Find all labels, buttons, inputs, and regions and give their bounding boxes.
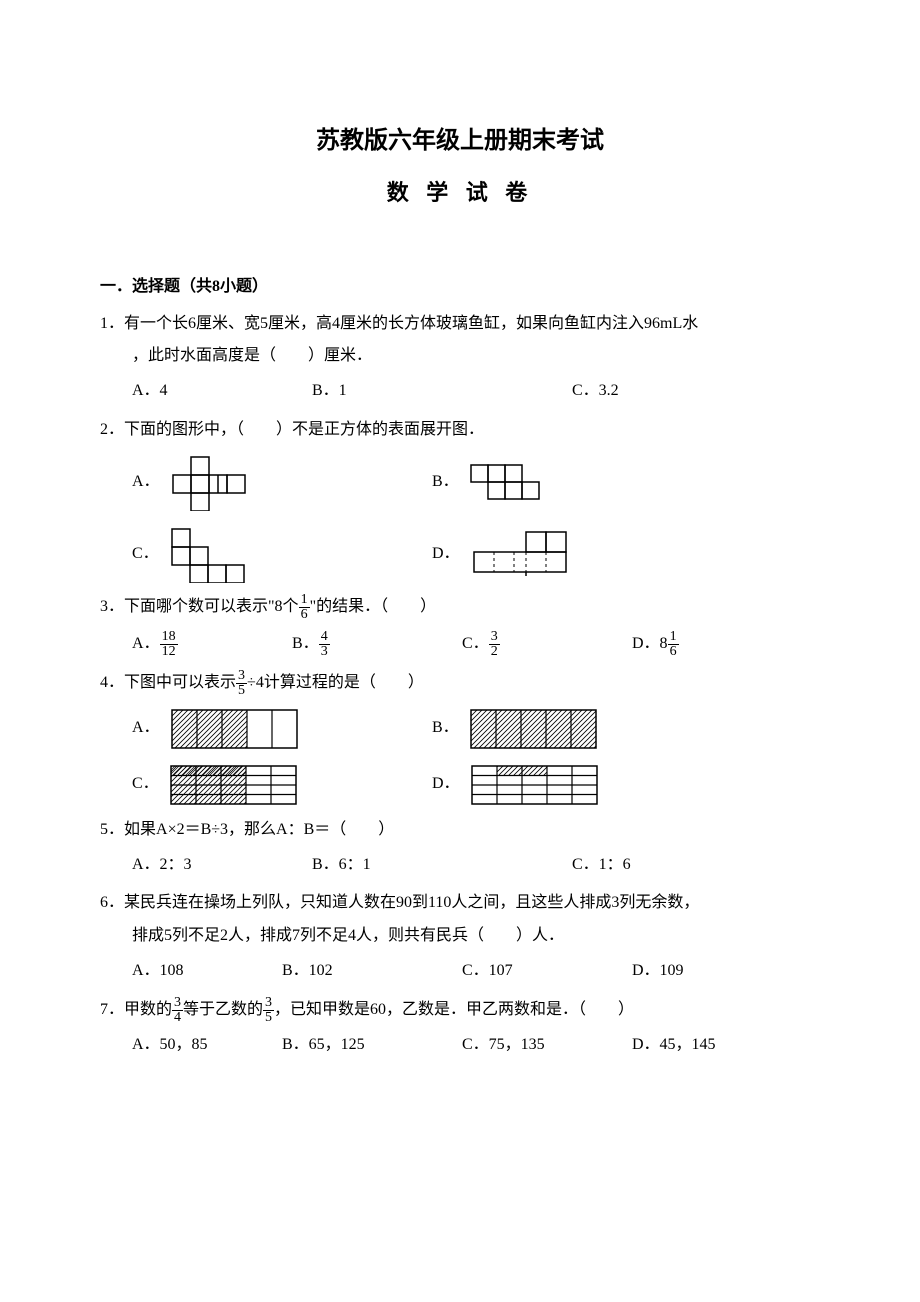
- question-6: 6． 某民兵连在操场上列队，只知道人数在90到110人之间，且这些人排成3列无余…: [100, 889, 820, 985]
- q4-opt-d-label: D．: [432, 770, 460, 799]
- question-5: 5． 如果A×2＝B÷3，那么A：B＝（ ） A．2：3 B．6：1 C．1：6: [100, 816, 820, 880]
- q4-num: 4．: [100, 669, 124, 698]
- q4-fig-d: [470, 764, 600, 806]
- q7-opt-c: C．75，135: [462, 1031, 632, 1060]
- q4-frac: 35: [236, 669, 247, 698]
- q5-opt-b: B．6：1: [312, 851, 572, 880]
- q7-mid: 等于乙数的: [183, 1001, 263, 1018]
- q3-c-label: C．: [462, 630, 489, 659]
- q4-fig-b: [469, 708, 599, 750]
- q5-text: 如果A×2＝B÷3，那么A：B＝（ ）: [124, 816, 820, 845]
- q1-opt-a: A．4: [132, 377, 312, 406]
- q6-num: 6．: [100, 889, 124, 918]
- q7-frac1: 34: [172, 996, 183, 1025]
- q1-text2: ，此时水面高度是（ ）厘米．: [100, 342, 820, 371]
- q1-opt-b: B．1: [312, 377, 572, 406]
- q2-fig-b: [469, 463, 541, 503]
- q6-opt-a: A．108: [132, 957, 282, 986]
- q3-frac: 16: [299, 593, 310, 622]
- q4-opt-c-label: C．: [132, 770, 159, 799]
- q7-post: ，已知甲数是60，乙数是．甲乙两数和是．（ ）: [274, 1001, 634, 1018]
- q3-frac-b: 43: [319, 630, 330, 659]
- q4-fig-a: [170, 708, 300, 750]
- q3-post: "的结果．（ ）: [310, 598, 437, 615]
- q3-num: 3．: [100, 593, 124, 622]
- q1-text1: 有一个长6厘米、宽5厘米，高4厘米的长方体玻璃鱼缸，如果向鱼缸内注入96mL水: [124, 310, 820, 339]
- section-header: 一．选择题（共8小题）: [100, 273, 820, 302]
- q3-frac-a: 1812: [160, 630, 178, 659]
- q1-num: 1．: [100, 310, 124, 339]
- q2-fig-a: [170, 455, 250, 511]
- q6-text1: 某民兵连在操场上列队，只知道人数在90到110人之间，且这些人排成3列无余数，: [124, 889, 820, 918]
- q6-text2: 排成5列不足2人，排成7列不足4人，则共有民兵（ ）人．: [100, 922, 820, 951]
- q6-opt-b: B．102: [282, 957, 462, 986]
- q3-text: 下面哪个数可以表示"8个16"的结果．（ ）: [124, 593, 436, 622]
- q2-text: 下面的图形中，（ ）不是正方体的表面展开图．: [124, 416, 820, 445]
- question-3: 3． 下面哪个数可以表示"8个16"的结果．（ ） A．1812 B．43 C．…: [100, 593, 820, 659]
- question-1: 1． 有一个长6厘米、宽5厘米，高4厘米的长方体玻璃鱼缸，如果向鱼缸内注入96m…: [100, 310, 820, 406]
- q7-pre: 甲数的: [124, 1001, 172, 1018]
- q2-fig-d: [470, 530, 570, 580]
- q4-post: ÷4计算过程的是（ ）: [247, 674, 424, 691]
- q7-opt-d: D．45，145: [632, 1031, 716, 1060]
- q2-opt-c-label: C．: [132, 540, 159, 569]
- q3-frac-c: 32: [489, 630, 500, 659]
- q5-num: 5．: [100, 816, 124, 845]
- q2-num: 2．: [100, 416, 124, 445]
- question-2: 2． 下面的图形中，（ ）不是正方体的表面展开图． A．: [100, 416, 820, 583]
- q3-a-label: A．: [132, 630, 160, 659]
- title-main: 苏教版六年级上册期末考试: [100, 120, 820, 163]
- q7-opt-a: A．50，85: [132, 1031, 282, 1060]
- title-sub: 数 学 试 卷: [100, 173, 820, 213]
- q4-text: 下图中可以表示35÷4计算过程的是（ ）: [124, 669, 424, 698]
- q3-d-label: D．8: [632, 630, 668, 659]
- q1-opt-c: C．3.2: [572, 377, 752, 406]
- q2-opt-b-label: B．: [432, 468, 459, 497]
- q5-opt-a: A．2：3: [132, 851, 312, 880]
- question-4: 4． 下图中可以表示35÷4计算过程的是（ ） A． B．: [100, 669, 820, 806]
- q2-opt-a-label: A．: [132, 468, 160, 497]
- q7-frac2: 35: [263, 996, 274, 1025]
- q6-opt-c: C．107: [462, 957, 632, 986]
- q4-opt-a-label: A．: [132, 714, 160, 743]
- q7-opt-b: B．65，125: [282, 1031, 462, 1060]
- q3-frac-d: 16: [668, 630, 679, 659]
- q3-b-label: B．: [292, 630, 319, 659]
- q4-pre: 下图中可以表示: [124, 674, 236, 691]
- q6-opt-d: D．109: [632, 957, 684, 986]
- q3-pre: 下面哪个数可以表示"8个: [124, 598, 299, 615]
- q7-num: 7．: [100, 996, 124, 1025]
- question-7: 7． 甲数的34等于乙数的35，已知甲数是60，乙数是．甲乙两数和是．（ ） A…: [100, 996, 820, 1060]
- q5-opt-c: C．1：6: [572, 851, 752, 880]
- q2-opt-d-label: D．: [432, 540, 460, 569]
- q2-fig-c: [169, 527, 249, 583]
- q4-opt-b-label: B．: [432, 714, 459, 743]
- q7-text: 甲数的34等于乙数的35，已知甲数是60，乙数是．甲乙两数和是．（ ）: [124, 996, 634, 1025]
- q4-fig-c: [169, 764, 299, 806]
